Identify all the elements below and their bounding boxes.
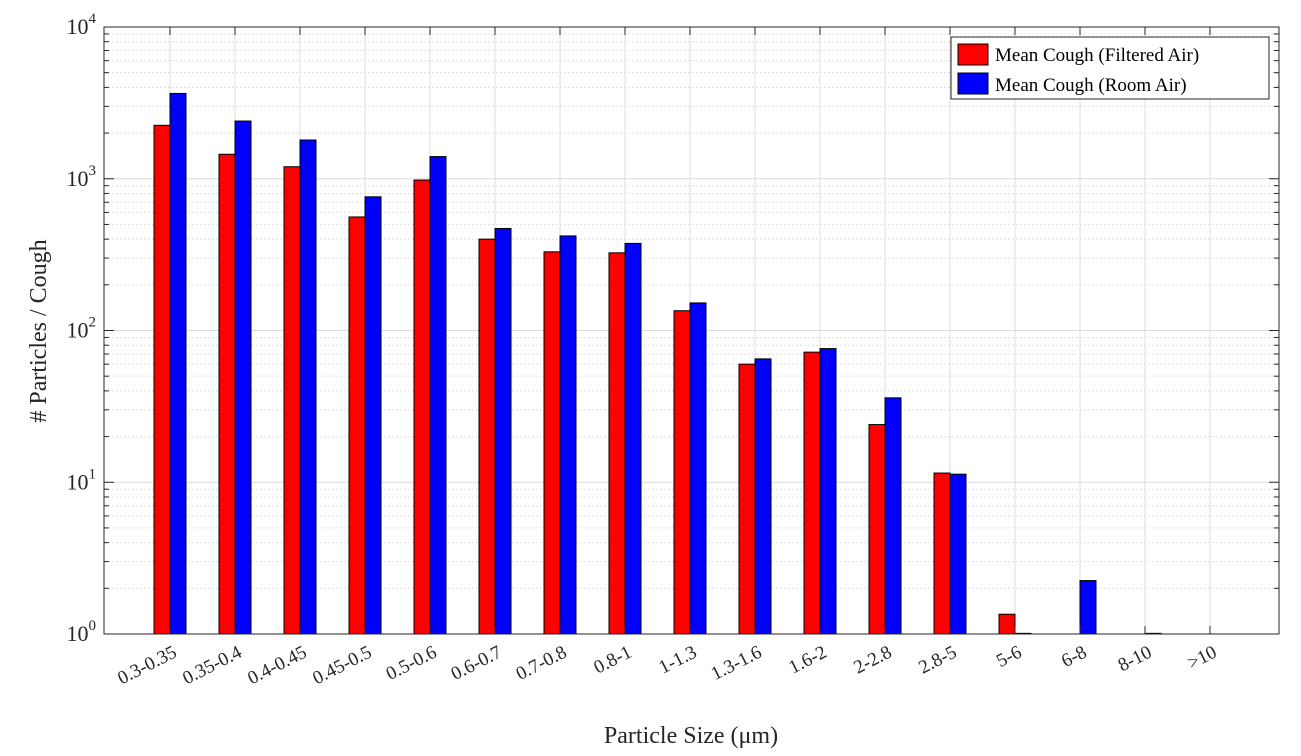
bar [738,363,756,635]
bar [413,179,431,635]
y-tick-label: 104 [67,11,97,39]
bar [153,124,171,635]
bar [624,242,642,635]
bar [218,153,236,635]
legend-label-room-air: Mean Cough (Room Air) [995,75,1187,96]
bar [673,310,691,635]
bar [559,235,577,635]
bar [933,472,951,635]
bar [819,348,837,635]
bar [234,120,252,635]
y-tick-labels: 100 101 102 103 104 [67,11,97,646]
y-tick-label: 102 [67,315,97,343]
bar [478,238,496,635]
bar [169,92,187,635]
bar [299,139,317,635]
bar [1079,580,1097,635]
y-axis-label: # Particles / Cough [26,239,52,422]
y-tick-label: 101 [67,466,97,494]
bar [949,473,967,635]
legend-swatch-filtered-air [957,43,989,66]
bar [884,397,902,635]
x-axis-label: Particle Size (μm) [604,723,778,749]
bar [543,251,561,635]
bar [868,424,886,635]
bar [754,358,772,635]
bar [803,351,821,635]
legend-label-filtered-air: Mean Cough (Filtered Air) [995,45,1199,66]
bar [364,196,382,635]
legend: Mean Cough (Filtered Air) Mean Cough (Ro… [950,36,1270,100]
legend-box [950,36,1270,100]
legend-swatch-room-air [957,72,989,95]
bars [153,92,1162,635]
bar [608,252,626,635]
y-tick-label: 103 [67,163,97,191]
bar [689,302,707,635]
bar [283,166,301,635]
bar [348,216,366,635]
bar [429,156,447,635]
ticks [104,26,1279,635]
bar [998,613,1016,635]
y-tick-label: 100 [67,618,97,646]
bar [494,228,512,635]
